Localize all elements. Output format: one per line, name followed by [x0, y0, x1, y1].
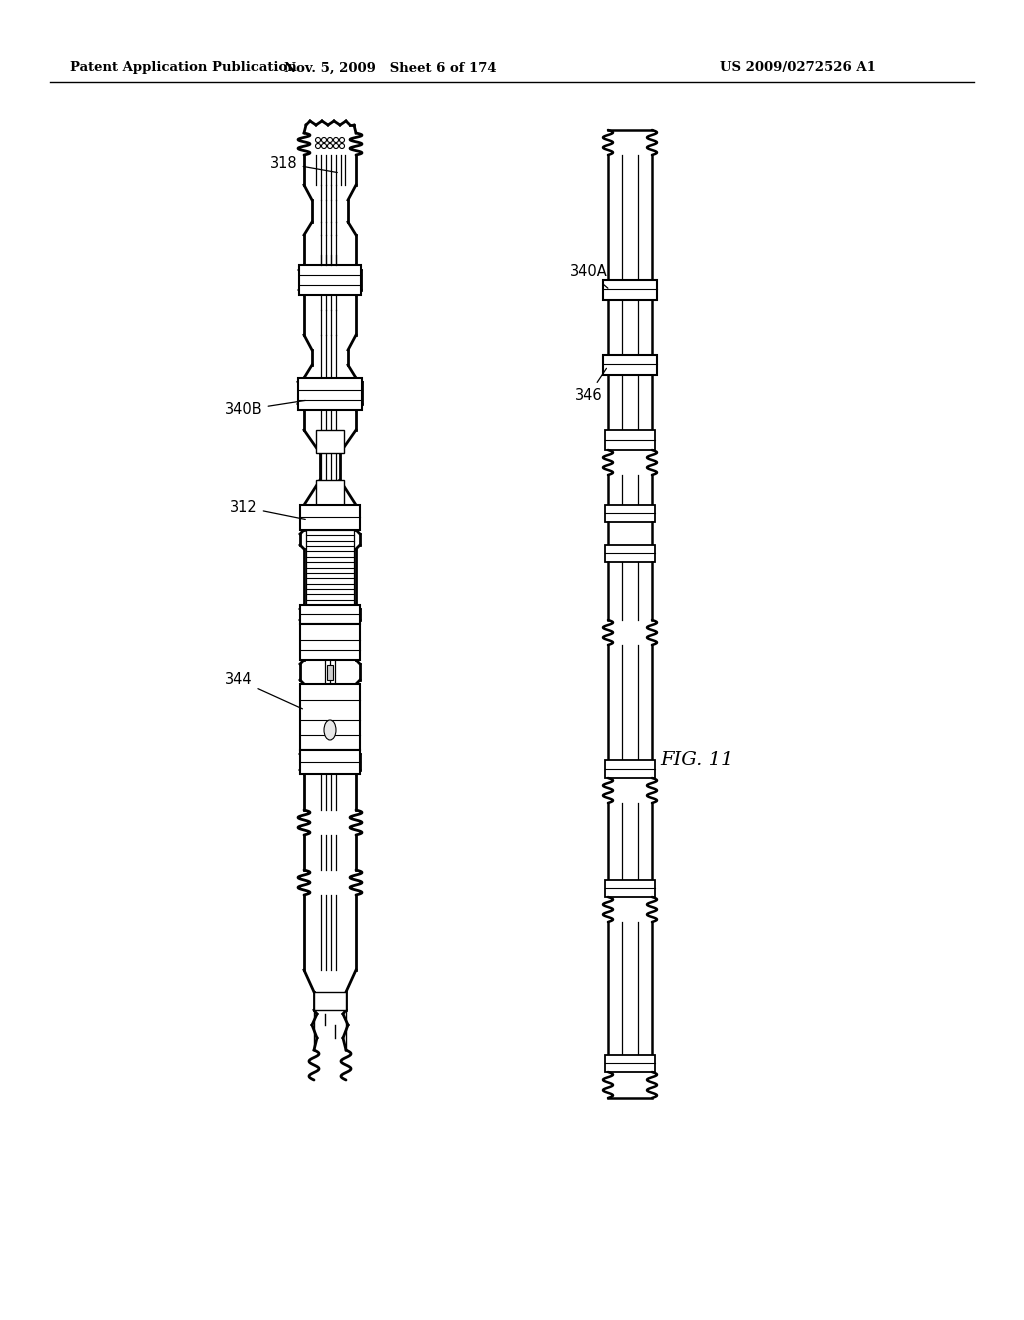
- Bar: [605, 880, 655, 898]
- Text: 344: 344: [225, 672, 302, 709]
- Bar: [605, 760, 655, 777]
- Circle shape: [328, 144, 333, 149]
- Bar: [299, 265, 361, 294]
- Bar: [300, 750, 360, 774]
- Bar: [605, 545, 655, 562]
- Text: FIG. 11: FIG. 11: [660, 751, 733, 770]
- Circle shape: [328, 137, 333, 143]
- Text: US 2009/0272526 A1: US 2009/0272526 A1: [720, 62, 876, 74]
- Ellipse shape: [324, 719, 336, 741]
- Circle shape: [315, 144, 321, 149]
- Bar: [605, 506, 655, 521]
- Circle shape: [322, 144, 327, 149]
- Bar: [300, 624, 360, 660]
- Circle shape: [322, 137, 327, 143]
- Bar: [605, 430, 655, 450]
- Bar: [316, 480, 344, 506]
- Bar: [300, 506, 360, 531]
- Text: 346: 346: [575, 368, 606, 403]
- Circle shape: [334, 137, 339, 143]
- Text: 340B: 340B: [225, 400, 305, 417]
- Bar: [603, 355, 657, 375]
- Circle shape: [340, 137, 344, 143]
- Text: 340A: 340A: [570, 264, 608, 288]
- Text: 312: 312: [230, 499, 305, 520]
- Bar: [314, 993, 346, 1010]
- Bar: [300, 605, 360, 624]
- Bar: [327, 665, 333, 680]
- Bar: [605, 1055, 655, 1072]
- Bar: [300, 684, 360, 750]
- Circle shape: [334, 144, 339, 149]
- Circle shape: [340, 144, 344, 149]
- Bar: [603, 280, 657, 300]
- Bar: [298, 378, 362, 411]
- Bar: [316, 430, 344, 453]
- Circle shape: [315, 137, 321, 143]
- Text: Patent Application Publication: Patent Application Publication: [70, 62, 297, 74]
- Text: Nov. 5, 2009   Sheet 6 of 174: Nov. 5, 2009 Sheet 6 of 174: [284, 62, 497, 74]
- Text: 318: 318: [270, 156, 337, 173]
